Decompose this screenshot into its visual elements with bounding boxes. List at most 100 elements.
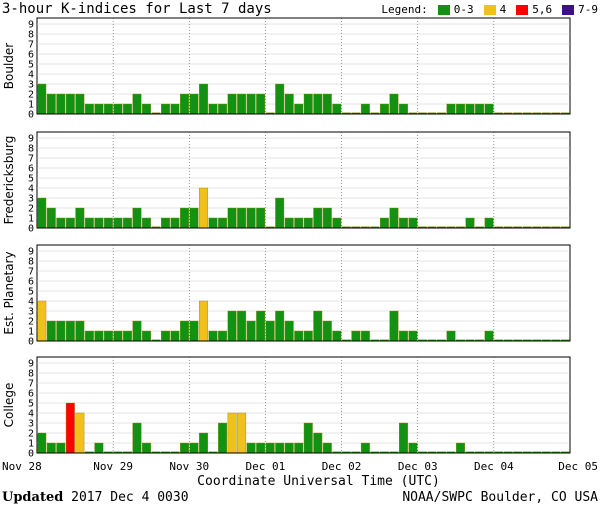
panel-frame [36, 244, 571, 342]
kp-bar [284, 442, 294, 454]
kp-bar [484, 103, 494, 115]
kp-bar [218, 103, 228, 115]
x-tick-label: Nov 30 [169, 460, 209, 473]
legend-text-5-6: 5,6 [532, 3, 553, 16]
kp-bar [408, 217, 418, 229]
y-tick-label: 3 [28, 80, 34, 91]
kp-bar [237, 310, 247, 342]
y-tick-label: 4 [28, 297, 34, 308]
y-tick-label: 9 [28, 134, 34, 145]
k-index-chart: 0123456789Boulder0123456789Fredericksbur… [2, 17, 598, 489]
kp-bar [360, 330, 370, 342]
y-tick-label: 8 [28, 30, 34, 41]
kp-bar [294, 217, 304, 229]
kp-bar [208, 217, 218, 229]
kp-bar [46, 93, 56, 115]
y-tick-label: 6 [28, 389, 34, 400]
kp-bar [218, 217, 228, 229]
kp-bar [103, 330, 113, 342]
kp-bar [141, 442, 151, 454]
kp-bar [408, 442, 418, 454]
kp-bar [227, 207, 237, 229]
kp-bar [408, 330, 418, 342]
y-tick-label: 3 [28, 419, 34, 430]
kp-bar [56, 442, 66, 454]
kp-bar [256, 93, 266, 115]
y-tick-label: 1 [28, 100, 34, 111]
kp-bar [246, 207, 256, 229]
kp-bar [65, 217, 75, 229]
kp-bar [379, 217, 389, 229]
kp-bar [103, 103, 113, 115]
kp-bar [294, 103, 304, 115]
kp-bar [208, 330, 218, 342]
kp-bar [351, 330, 361, 342]
kp-bar [332, 330, 342, 342]
y-tick-label: 2 [28, 317, 34, 328]
kp-bar [180, 442, 189, 454]
kp-bar [161, 103, 170, 115]
kp-bar [103, 217, 113, 229]
kp-bar [303, 93, 313, 115]
kp-bar [465, 217, 475, 229]
kp-bar [75, 412, 85, 454]
kp-bar [132, 207, 142, 229]
kp-bar [75, 320, 85, 342]
kp-bar [256, 310, 266, 342]
kp-bar [275, 442, 285, 454]
kp-bar [37, 432, 47, 454]
kp-bar [94, 217, 104, 229]
kp-bar [122, 330, 132, 342]
kp-bar [65, 93, 75, 115]
kp-bar [303, 217, 313, 229]
panel-label: Est. Planetary [2, 251, 16, 334]
chart-title: 3-hour K-indices for Last 7 days [2, 1, 272, 17]
kp-bar [465, 103, 475, 115]
kp-bar [218, 422, 228, 454]
kp-bar [75, 93, 85, 115]
kp-bar [37, 300, 47, 342]
kp-bar [94, 103, 104, 115]
kp-bar [313, 93, 323, 115]
kp-bar [246, 93, 256, 115]
y-tick-label: 6 [28, 164, 34, 175]
kp-bar [208, 103, 218, 115]
panel-label: Fredericksburg [2, 136, 16, 225]
y-tick-label: 4 [28, 409, 34, 420]
legend-text-0-3: 0-3 [453, 3, 474, 16]
y-tick-label: 0 [28, 224, 34, 235]
panel-label: Boulder [2, 43, 16, 90]
kp-bar [227, 93, 237, 115]
kp-bar [446, 330, 456, 342]
y-tick-label: 2 [28, 204, 34, 215]
y-tick-label: 5 [28, 287, 34, 298]
kp-bar [313, 432, 323, 454]
x-axis-label: Coordinate Universal Time (UTC) [197, 474, 440, 489]
kp-bar [246, 442, 256, 454]
updated-stamp: Updated 2017 Dec 4 0030 [2, 490, 189, 505]
y-tick-label: 4 [28, 184, 34, 195]
y-tick-label: 1 [28, 439, 34, 450]
kp-bar [275, 83, 285, 115]
kp-bar [322, 93, 332, 115]
kp-bar [180, 93, 189, 115]
kp-bar [398, 422, 408, 454]
y-tick-label: 9 [28, 247, 34, 258]
legend-swatch-yellow [483, 4, 496, 15]
x-tick-label: Dec 03 [398, 460, 438, 473]
y-tick-label: 7 [28, 154, 34, 165]
kp-bar [141, 103, 151, 115]
kp-bar [275, 197, 285, 229]
kp-bar [84, 103, 94, 115]
kp-bar [170, 330, 180, 342]
kp-bar [322, 320, 332, 342]
y-tick-label: 8 [28, 144, 34, 155]
y-tick-label: 1 [28, 327, 34, 338]
kp-bar [256, 442, 266, 454]
kp-bar [256, 207, 266, 229]
y-tick-label: 6 [28, 277, 34, 288]
kp-bar [199, 432, 209, 454]
kp-bar [389, 207, 399, 229]
kp-bar [113, 330, 123, 342]
kp-bar [294, 330, 304, 342]
